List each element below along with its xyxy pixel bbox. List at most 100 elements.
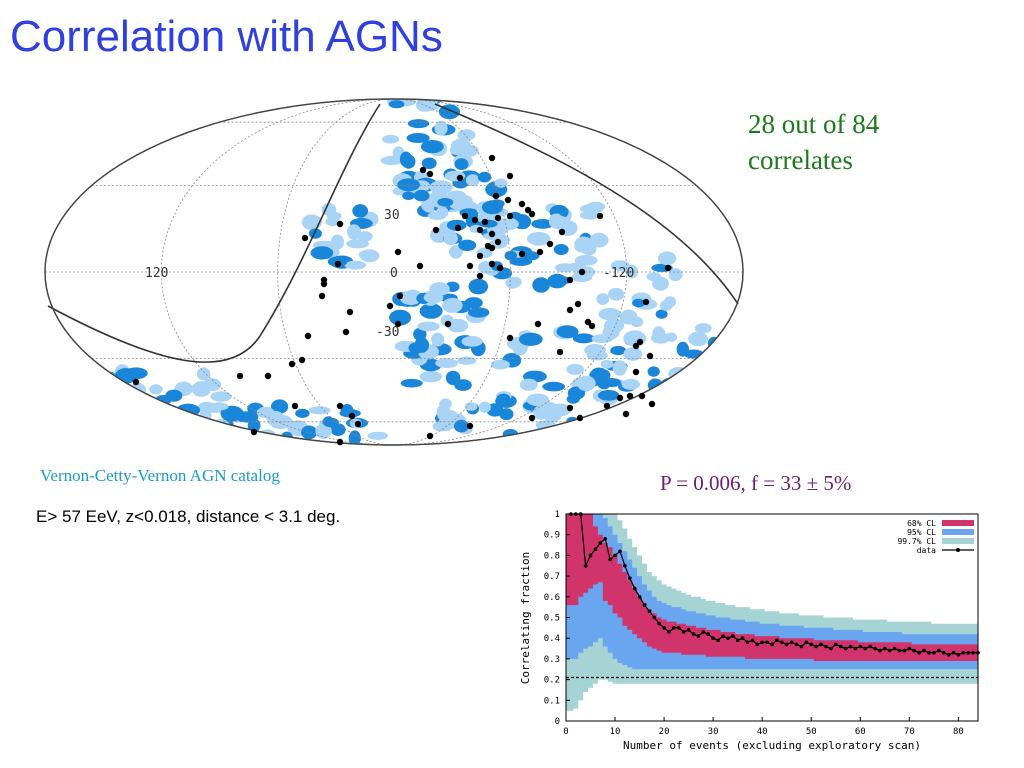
agn-point <box>721 362 738 375</box>
x-axis: 0 10 20 30 40 50 60 70 80 <box>563 717 964 737</box>
data-point <box>731 634 735 638</box>
agn-point <box>442 297 463 313</box>
data-point <box>902 648 907 653</box>
agn-point <box>165 389 183 402</box>
legend-data-marker <box>956 548 960 552</box>
data-point <box>735 638 740 643</box>
data-point <box>863 646 867 651</box>
data-point <box>613 553 617 558</box>
agn-point <box>210 391 232 402</box>
x-tick-label: 20 <box>659 727 670 737</box>
agn-point <box>130 382 147 399</box>
data-point <box>912 648 916 653</box>
event-point <box>394 320 402 328</box>
y-tick-label: 0 <box>555 717 560 727</box>
agn-point <box>572 333 595 344</box>
event-point <box>488 230 496 238</box>
agn-point <box>665 332 678 342</box>
event-point <box>334 260 342 268</box>
event-point <box>578 268 586 276</box>
event-point <box>461 212 469 220</box>
event-point <box>494 214 502 222</box>
y-tick-label: 0.4 <box>544 634 560 644</box>
data-point <box>726 636 730 640</box>
agn-point <box>668 268 683 282</box>
page-title: Correlation with AGNs <box>10 12 443 61</box>
agn-point <box>437 197 454 207</box>
data-point <box>583 564 588 568</box>
data-point <box>662 626 666 630</box>
agn-point <box>322 417 339 428</box>
agn-point <box>647 366 660 377</box>
event-point <box>320 276 328 284</box>
x-tick-label: 30 <box>708 727 719 737</box>
data-point <box>760 640 764 645</box>
x-tick-label: 40 <box>757 727 768 737</box>
agn-point <box>94 371 116 384</box>
event-point <box>426 432 434 440</box>
correlation-summary: 28 out of 84 correlates <box>748 106 988 178</box>
agn-point <box>455 194 473 208</box>
data-point <box>716 638 720 643</box>
y-tick-label: 0.2 <box>544 676 560 686</box>
event-points <box>132 154 672 446</box>
data-point <box>755 642 760 647</box>
event-point <box>488 154 496 162</box>
agn-point <box>650 332 671 344</box>
event-point <box>518 250 526 258</box>
data-point <box>804 640 809 645</box>
event-point <box>236 372 244 380</box>
agn-point <box>490 359 510 370</box>
legend-swatch <box>942 520 974 526</box>
agn-point <box>527 231 551 246</box>
agn-point <box>458 239 477 251</box>
event-point <box>506 172 514 180</box>
data-point <box>642 603 647 607</box>
agn-point <box>566 363 584 375</box>
label-lat-30: 30 <box>384 208 400 223</box>
data-point <box>789 640 794 645</box>
x-tick-label: 60 <box>855 727 866 737</box>
event-point <box>466 262 474 270</box>
event-point <box>494 238 502 246</box>
event-point <box>584 318 592 326</box>
supergalactic-line <box>434 103 739 305</box>
event-point <box>556 348 564 356</box>
event-point <box>518 200 526 208</box>
data-point <box>657 621 661 626</box>
agn-point <box>468 278 489 295</box>
data-point <box>667 630 671 634</box>
graticule <box>45 99 743 445</box>
event-point <box>336 438 344 446</box>
event-point <box>504 196 512 204</box>
event-point <box>419 166 427 174</box>
event-point <box>454 224 462 232</box>
agn-point <box>382 134 400 144</box>
agn-point <box>567 386 586 400</box>
agn-point <box>601 378 622 387</box>
label-lon-0: 0 <box>390 266 398 281</box>
data-point <box>892 646 897 651</box>
agn-point <box>499 408 514 421</box>
event-point <box>476 272 484 280</box>
agn-point <box>621 378 640 390</box>
agn-point <box>505 276 520 289</box>
agn-point <box>120 387 137 400</box>
agn-point <box>461 336 483 347</box>
agn-point <box>596 293 609 305</box>
agn-point <box>413 189 430 202</box>
agn-point <box>579 211 600 220</box>
legend-swatch <box>942 538 974 544</box>
event-point <box>336 220 344 228</box>
data-point <box>740 636 745 640</box>
event-point <box>596 212 604 220</box>
agn-point <box>494 178 508 188</box>
agn-point <box>235 411 259 423</box>
agn-point <box>417 321 440 332</box>
data-point <box>647 609 652 614</box>
agn-point <box>321 203 337 216</box>
event-point <box>416 262 424 270</box>
event-point <box>574 300 582 308</box>
agn-point <box>610 345 627 356</box>
data-point <box>677 626 681 630</box>
